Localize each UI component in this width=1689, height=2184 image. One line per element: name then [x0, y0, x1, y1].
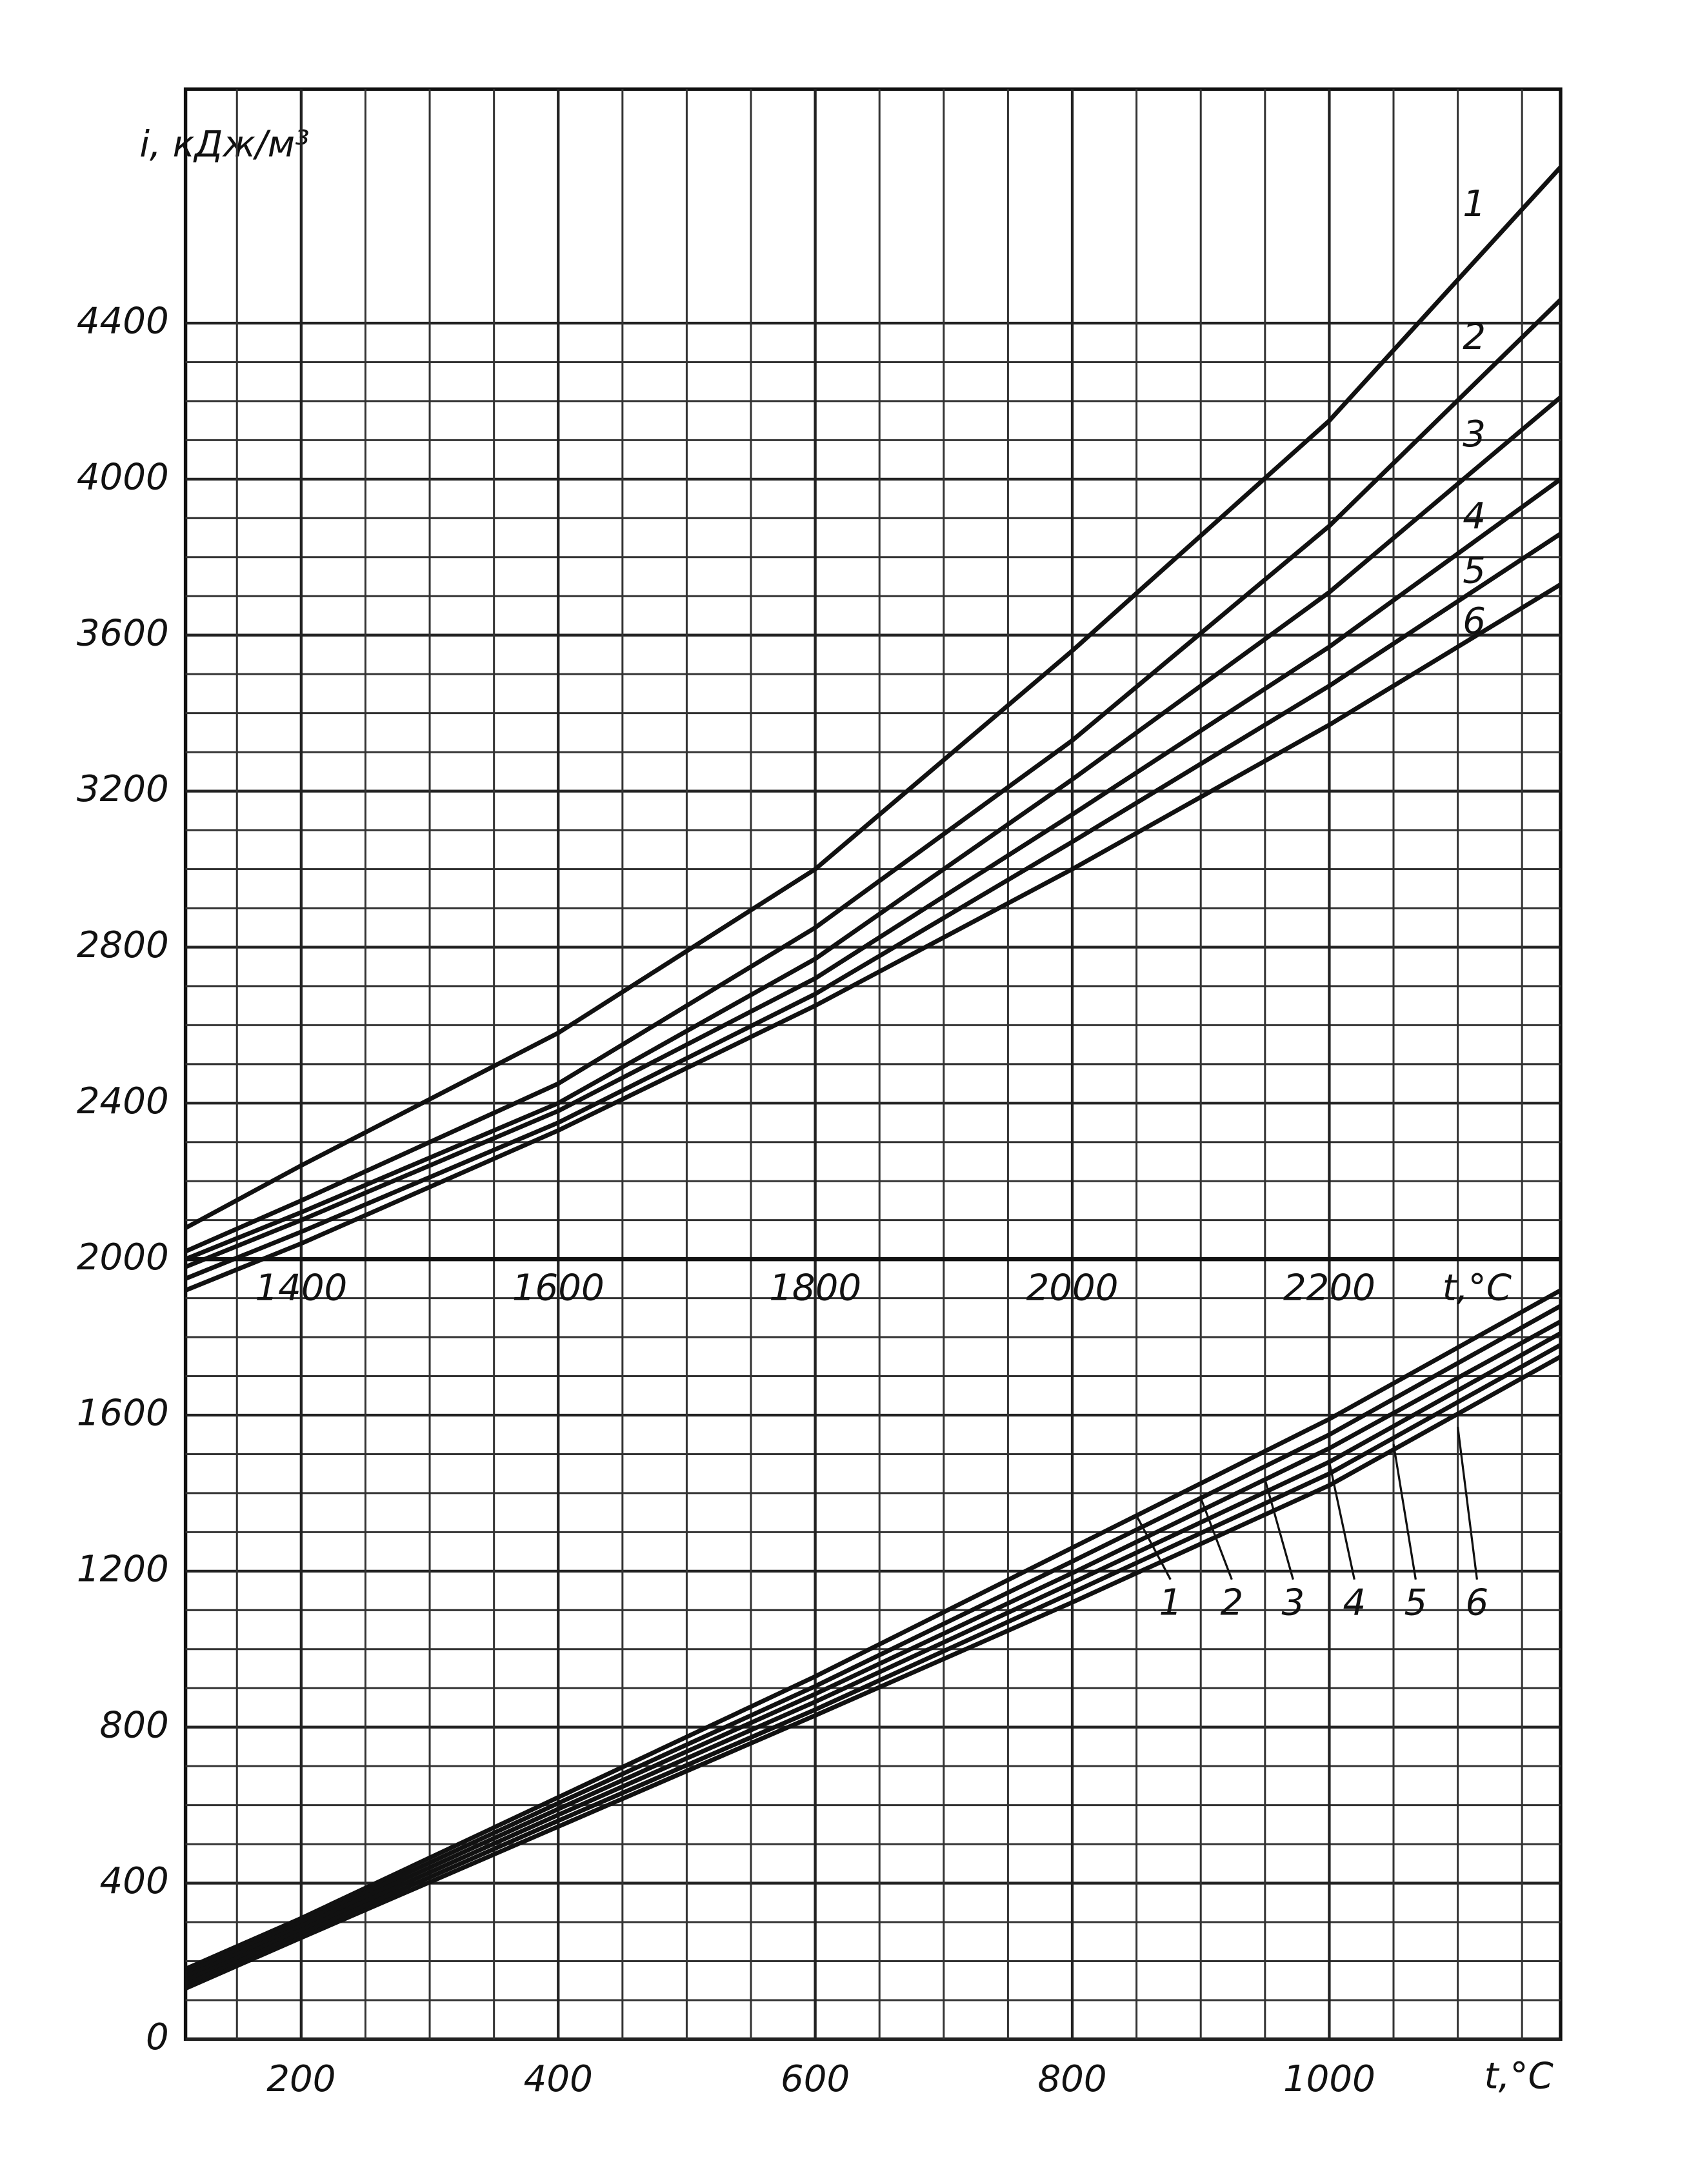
x-tick-label: 1400 — [255, 1267, 347, 1309]
curve — [185, 1343, 1562, 1987]
y-tick-label: 3600 — [77, 612, 169, 654]
curve-label: 4 — [1343, 1582, 1366, 1623]
curve-label: 6 — [1466, 1582, 1489, 1623]
x-tick-label: 1800 — [769, 1267, 861, 1309]
curve — [185, 1304, 1562, 1975]
curve-label: 3 — [1463, 413, 1486, 455]
x-tick-label: 1000 — [1283, 2058, 1375, 2100]
y-tick-label: 800 — [100, 1704, 169, 1746]
curve — [185, 477, 1562, 1269]
x-tick-label: 2200 — [1283, 1267, 1375, 1309]
y-tick-label: 0 — [146, 2016, 169, 2058]
y-tick-label: 1600 — [77, 1393, 169, 1434]
y-axis-label: i, кДж/м³ — [139, 123, 309, 165]
curve — [185, 1288, 1562, 1971]
y-tick-label: 4400 — [77, 301, 169, 342]
y-tick-label: 2000 — [77, 1236, 169, 1278]
x-tick-label: 2000 — [1026, 1267, 1119, 1309]
y-tick-label: 4000 — [77, 456, 169, 498]
y-tick-label: 1200 — [77, 1548, 169, 1590]
curve — [185, 531, 1562, 1281]
curve — [185, 1355, 1562, 1990]
y-tick-label: 400 — [100, 1860, 169, 1902]
leader-line — [1135, 1514, 1172, 1580]
curve-label: 6 — [1463, 601, 1486, 642]
curve-label: 4 — [1463, 495, 1486, 537]
leader-line — [1199, 1497, 1233, 1580]
curve-label: 2 — [1220, 1582, 1243, 1623]
x-tick-label: 600 — [781, 2058, 850, 2100]
leader-line — [1392, 1444, 1417, 1580]
y-tick-label: 2800 — [77, 924, 169, 966]
curve-label: 1 — [1159, 1582, 1182, 1623]
curve-label: 5 — [1404, 1582, 1428, 1623]
curve — [185, 1319, 1562, 1979]
leader-line — [1328, 1462, 1355, 1580]
leader-line — [1456, 1426, 1478, 1580]
x-axis-label: t,°C — [1443, 1267, 1512, 1309]
curve — [185, 298, 1563, 1254]
curve — [184, 165, 1563, 1230]
curve-label: 1 — [1463, 183, 1486, 225]
y-tick-label: 3200 — [77, 768, 169, 810]
leader-line — [1264, 1479, 1294, 1580]
x-tick-label: 200 — [266, 2058, 335, 2100]
x-tick-label: 1600 — [512, 1267, 605, 1309]
curve-label: 3 — [1281, 1582, 1304, 1623]
curve-label: 5 — [1463, 550, 1486, 592]
curve — [185, 395, 1563, 1262]
curve — [185, 582, 1562, 1293]
y-tick-label: 2400 — [77, 1080, 169, 1122]
x-axis-label: t,°C — [1484, 2056, 1554, 2098]
x-tick-label: 800 — [1037, 2058, 1106, 2100]
x-tick-label: 400 — [524, 2058, 593, 2100]
curve-label: 2 — [1463, 316, 1486, 358]
